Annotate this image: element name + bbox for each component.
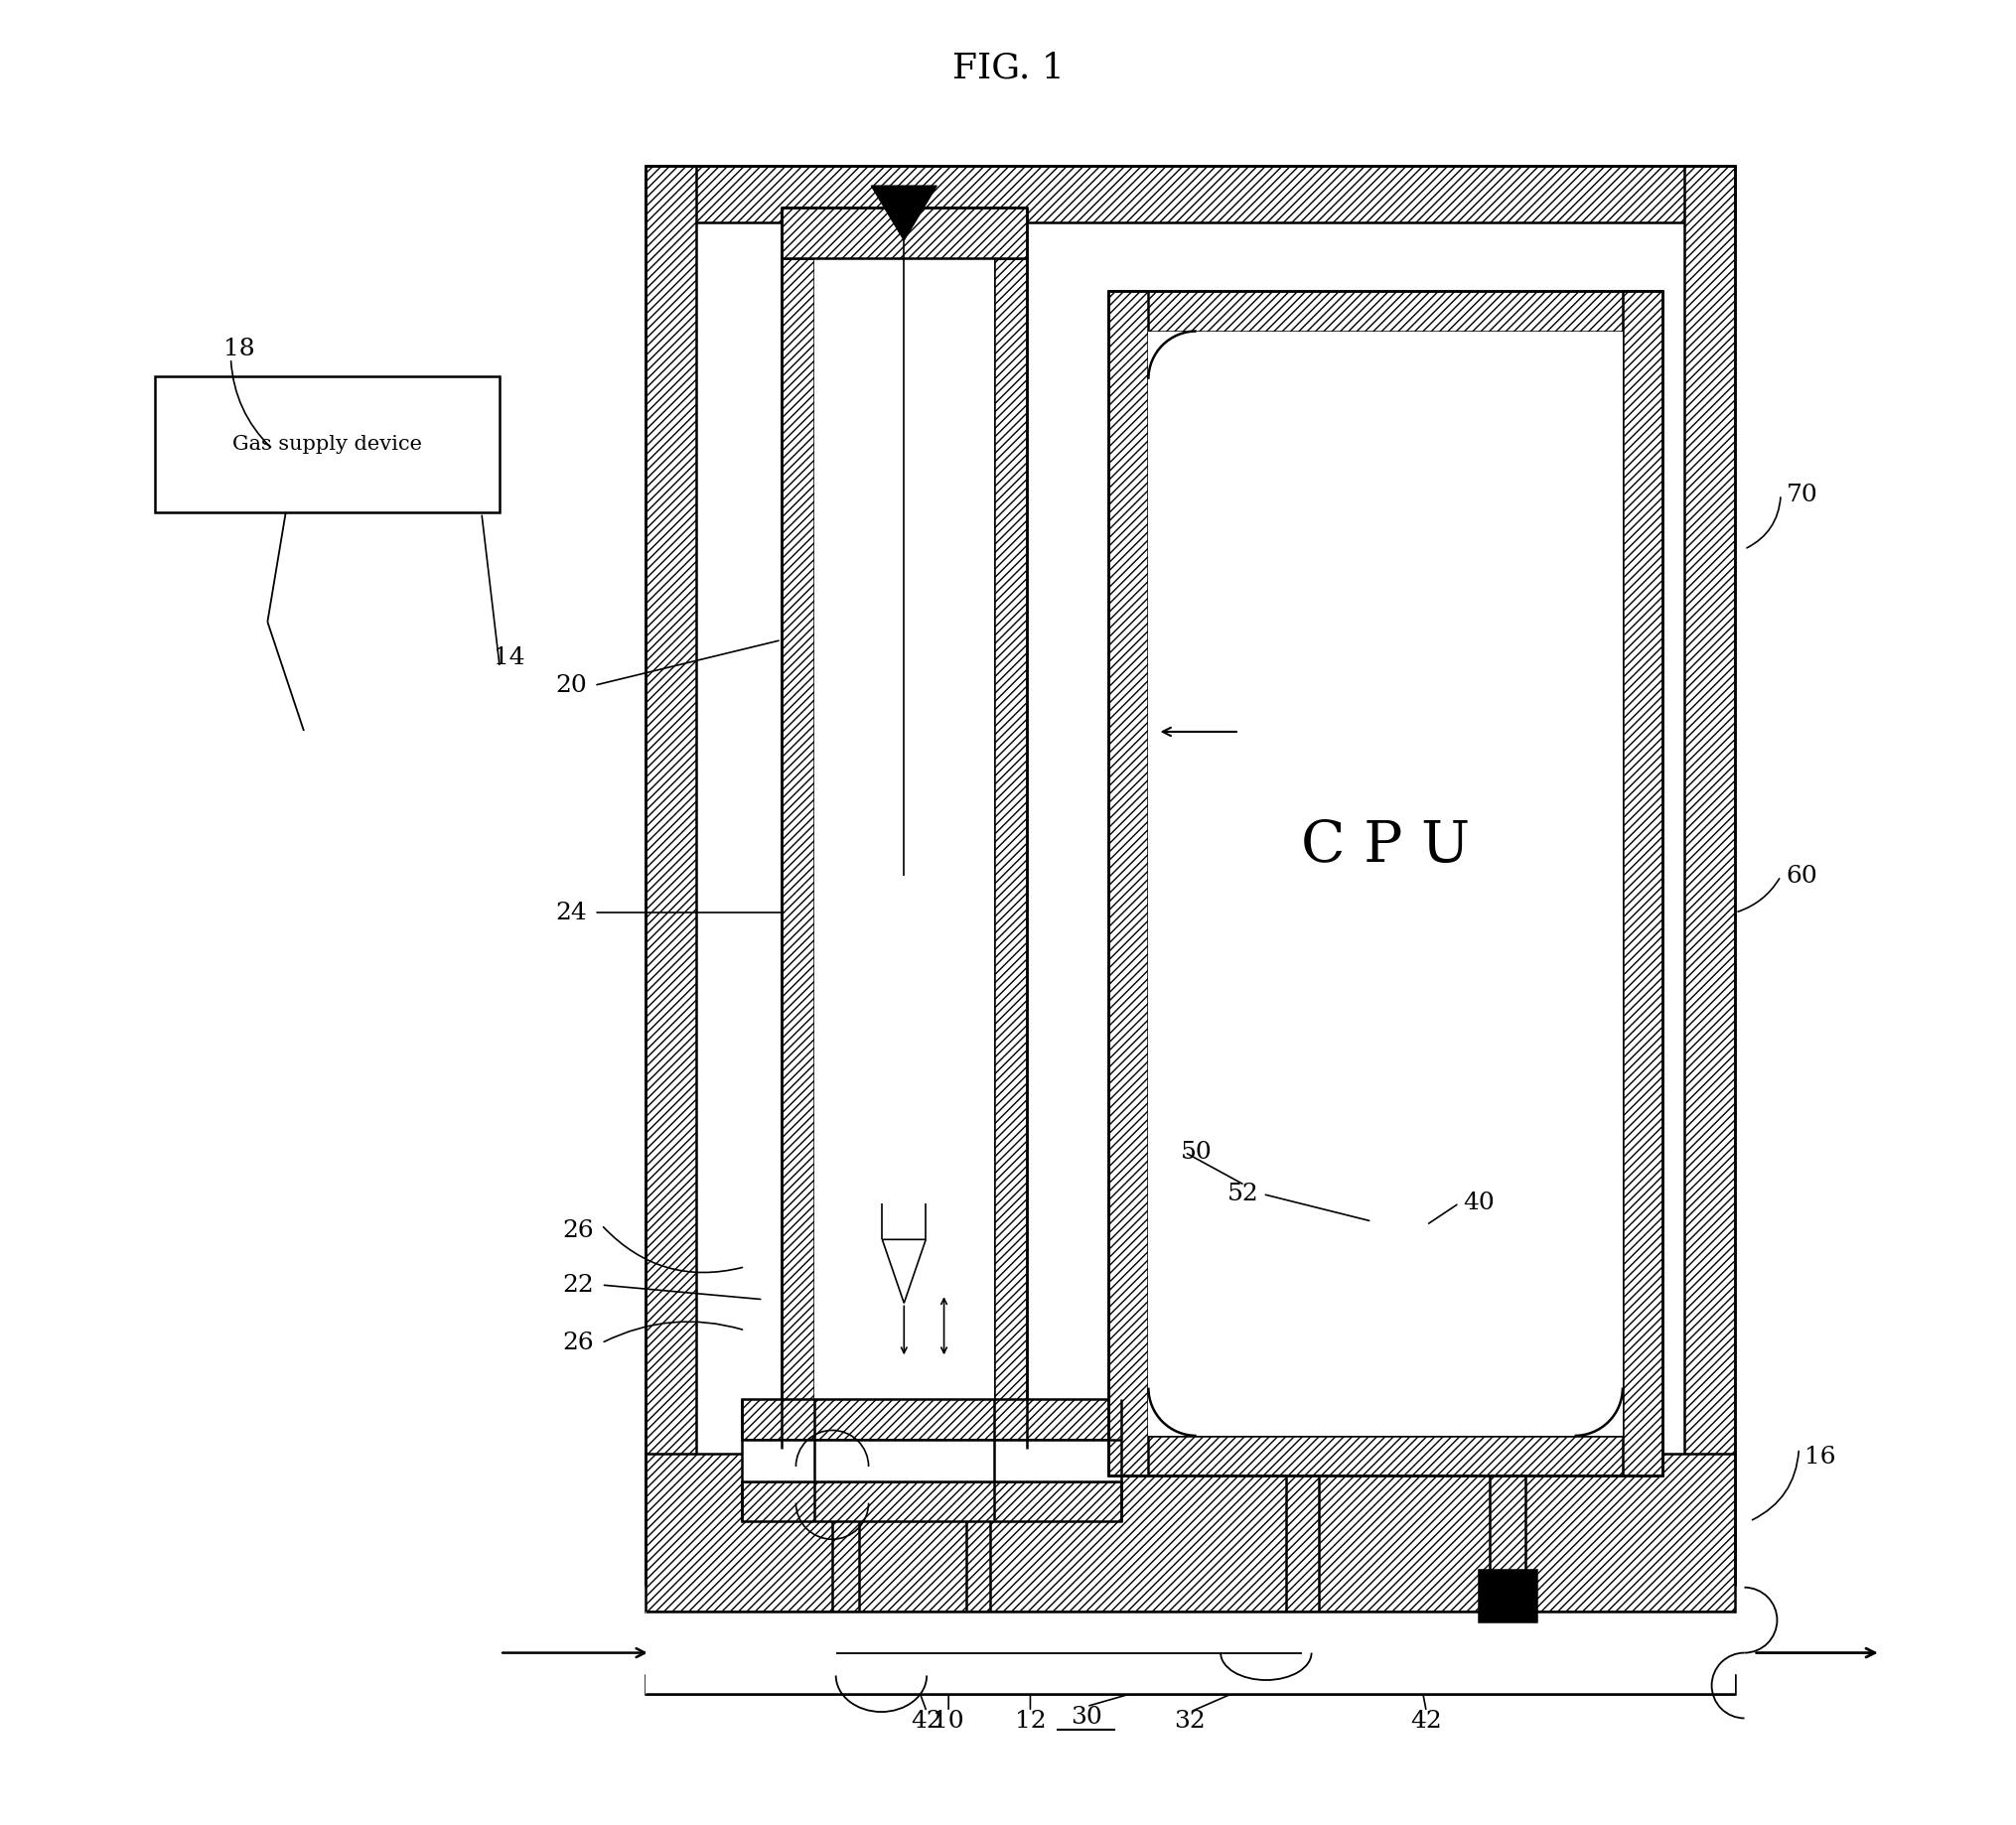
Bar bbox=[645, 166, 696, 1584]
Bar bbox=[645, 1455, 1734, 1611]
Bar bbox=[1621, 292, 1661, 1476]
Bar bbox=[1109, 1436, 1661, 1476]
Text: 42: 42 bbox=[1409, 1710, 1441, 1732]
Text: 52: 52 bbox=[1228, 1183, 1258, 1206]
Bar bbox=[742, 1400, 1121, 1440]
Text: C P U: C P U bbox=[1300, 818, 1470, 874]
Text: 18: 18 bbox=[224, 338, 254, 361]
Polygon shape bbox=[871, 186, 935, 241]
Text: 22: 22 bbox=[562, 1274, 595, 1296]
Text: 42: 42 bbox=[911, 1710, 941, 1732]
Bar bbox=[645, 166, 1734, 223]
Bar bbox=[780, 259, 814, 1449]
Text: 32: 32 bbox=[1173, 1710, 1206, 1732]
Bar bbox=[742, 1482, 1121, 1520]
Bar bbox=[994, 259, 1026, 1449]
Text: Gas supply device: Gas supply device bbox=[232, 434, 421, 454]
Bar bbox=[645, 1611, 1734, 1694]
Text: 24: 24 bbox=[554, 902, 587, 923]
Bar bbox=[814, 259, 994, 1449]
Text: 26: 26 bbox=[562, 1332, 595, 1354]
Bar bbox=[1478, 1570, 1536, 1621]
Bar bbox=[1109, 292, 1661, 330]
Polygon shape bbox=[881, 1239, 925, 1303]
Bar bbox=[780, 208, 1026, 259]
Bar bbox=[742, 1440, 1121, 1482]
Bar bbox=[1683, 166, 1734, 1584]
Bar bbox=[155, 376, 500, 513]
Text: 12: 12 bbox=[1014, 1710, 1046, 1732]
Text: 40: 40 bbox=[1462, 1192, 1494, 1215]
Text: 16: 16 bbox=[1804, 1445, 1835, 1469]
Text: 20: 20 bbox=[554, 673, 587, 697]
Text: 14: 14 bbox=[492, 646, 524, 670]
Text: 50: 50 bbox=[1181, 1141, 1212, 1164]
Text: 10: 10 bbox=[931, 1710, 964, 1732]
Text: 26: 26 bbox=[562, 1219, 595, 1241]
Text: 30: 30 bbox=[1070, 1706, 1103, 1728]
Text: 60: 60 bbox=[1786, 865, 1816, 887]
Text: FIG. 1: FIG. 1 bbox=[952, 51, 1064, 84]
Text: 70: 70 bbox=[1786, 484, 1816, 506]
Bar bbox=[1109, 292, 1147, 1476]
Bar bbox=[1147, 330, 1621, 1436]
Bar bbox=[645, 1675, 1734, 1694]
